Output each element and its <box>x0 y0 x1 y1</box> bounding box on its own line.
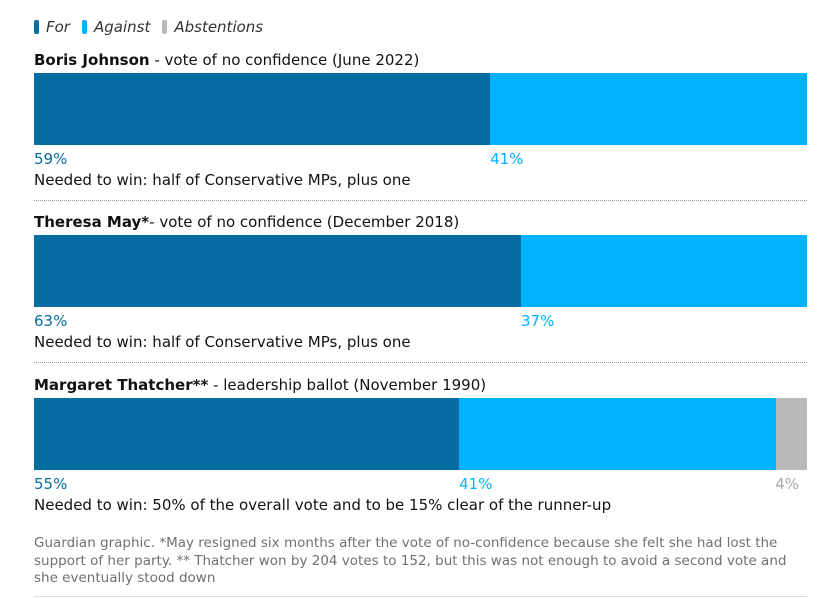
data-label-for: 55% <box>34 475 68 493</box>
stacked-bar <box>34 235 807 307</box>
legend-item-for: For <box>34 18 70 36</box>
data-label-against: 37% <box>520 312 555 330</box>
bottom-rule <box>34 596 807 597</box>
stacked-bar <box>34 398 807 470</box>
section-divider <box>34 200 807 201</box>
bar-segment-abstentions <box>776 398 807 470</box>
vote-title: Theresa May*- vote of no confidence (Dec… <box>34 212 459 232</box>
needed-to-win-note: Needed to win: half of Conservative MPs,… <box>34 171 411 189</box>
section-divider <box>34 362 807 363</box>
legend-label: For <box>46 18 70 36</box>
stacked-bar <box>34 73 807 145</box>
chart-legend: For Against Abstentions <box>34 16 275 38</box>
bar-segment-against <box>490 73 807 145</box>
legend-item-against: Against <box>81 18 151 36</box>
data-label-abstentions: 4% <box>775 475 799 493</box>
vote-section: Theresa May*- vote of no confidence (Dec… <box>34 212 807 372</box>
legend-label: Against <box>93 18 151 36</box>
vote-title-description: - vote of no confidence (December 2018) <box>149 213 460 231</box>
vote-title: Margaret Thatcher** - leadership ballot … <box>34 375 486 395</box>
vote-title-name: Boris Johnson <box>34 51 150 69</box>
needed-to-win-note: Needed to win: 50% of the overall vote a… <box>34 496 612 514</box>
legend-swatch <box>81 20 87 34</box>
vote-title-name: Margaret Thatcher** <box>34 376 209 394</box>
legend-swatch <box>34 20 39 34</box>
data-label-for: 59% <box>34 150 68 168</box>
vote-title: Boris Johnson - vote of no confidence (J… <box>34 50 419 70</box>
source-note: Guardian graphic. *May resigned six mont… <box>34 535 787 586</box>
bar-segment-against <box>459 398 777 470</box>
vote-title-description: - leadership ballot (November 1990) <box>208 376 487 394</box>
bar-segment-for <box>34 73 491 145</box>
vote-section: Margaret Thatcher** - leadership ballot … <box>34 375 807 535</box>
vote-title-description: - vote of no confidence (June 2022) <box>149 51 420 69</box>
legend-swatch <box>162 20 168 34</box>
data-label-for: 63% <box>34 312 68 330</box>
vote-title-name: Theresa May* <box>34 213 150 231</box>
bar-segment-for <box>34 398 460 470</box>
needed-to-win-note: Needed to win: half of Conservative MPs,… <box>34 333 411 351</box>
legend-label: Abstentions <box>174 18 264 36</box>
data-label-against: 41% <box>459 475 493 493</box>
bar-segment-against <box>520 235 807 307</box>
bar-segment-for <box>34 235 521 307</box>
data-label-against: 41% <box>490 150 524 168</box>
legend-item-abstentions: Abstentions <box>162 18 263 36</box>
vote-section: Boris Johnson - vote of no confidence (J… <box>34 50 807 210</box>
